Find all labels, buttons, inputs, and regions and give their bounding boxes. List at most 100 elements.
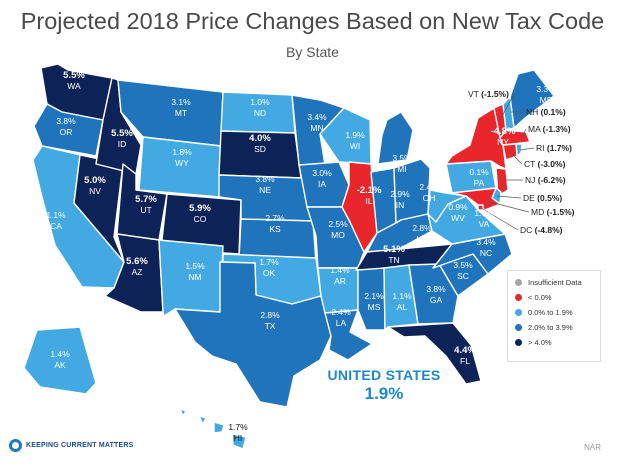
state-value-wi: 1.9% — [345, 130, 365, 140]
callout-md: MD (-1.5%) — [531, 207, 575, 217]
state-abbr-in: IN — [396, 200, 405, 210]
legend-swatch — [515, 309, 522, 316]
state-value-nv: 5.0% — [84, 175, 106, 186]
state-abbr-ca: CA — [50, 221, 62, 231]
callout-leader-md — [489, 201, 530, 213]
callout-nj: NJ (-6.2%) — [525, 175, 566, 185]
state-abbr-ut: UT — [140, 205, 151, 215]
state-value-ne: 3.8% — [255, 174, 275, 184]
legend-item-negative: < 0.0% — [515, 292, 552, 303]
state-abbr-ms: MS — [368, 302, 381, 312]
callout-value: (0.5%) — [537, 193, 562, 203]
state-abbr-sd: SD — [254, 144, 266, 154]
state-value-ms: 2.1% — [364, 291, 384, 301]
callout-abbr: DE — [523, 193, 537, 203]
state-value-ia: 3.0% — [312, 168, 332, 178]
state-value-fl: 4.4% — [454, 345, 476, 356]
legend-swatch — [515, 324, 522, 331]
state-ak — [23, 326, 97, 395]
state-abbr-ky: KY — [416, 234, 428, 244]
state-abbr-co: CO — [194, 214, 207, 224]
state-value-in: 2.9% — [390, 189, 410, 199]
state-abbr-ks: KS — [269, 224, 281, 234]
state-abbr-ar: AR — [334, 276, 346, 286]
state-abbr-pa: PA — [474, 178, 485, 188]
callout-value: (0.1%) — [541, 107, 566, 117]
legend-swatch — [515, 279, 522, 286]
state-value-ar: 1.4% — [330, 265, 350, 275]
legend-swatch — [515, 294, 522, 301]
callout-ri: RI (1.7%) — [536, 143, 572, 153]
legend-label: > 4.0% — [528, 338, 552, 347]
legend-swatch — [515, 339, 522, 346]
state-hi — [179, 408, 247, 450]
state-value-id: 5.5% — [111, 128, 133, 139]
callout-de: DE (0.5%) — [523, 193, 562, 203]
state-abbr-mt: MT — [175, 108, 187, 118]
state-abbr-hi: HI — [234, 433, 243, 443]
state-la — [324, 309, 373, 361]
state-value-sc: 3.5% — [453, 260, 473, 270]
state-value-mn: 3.4% — [307, 112, 327, 122]
state-tx — [174, 261, 332, 408]
page-title: Projected 2018 Price Changes Based on Ne… — [20, 8, 605, 34]
state-abbr-mo: MO — [331, 230, 345, 240]
state-value-il: -2.1% — [357, 185, 382, 196]
state-value-co: 5.9% — [189, 203, 211, 214]
state-fl — [387, 322, 482, 385]
state-value-va: 1.6% — [474, 208, 494, 218]
callout-leader-vt — [499, 93, 515, 121]
legend-label: 2.0% to 3.9% — [528, 323, 573, 332]
state-value-pa: 0.1% — [469, 167, 489, 177]
state-mi — [377, 111, 414, 165]
state-value-ky: 2.8% — [412, 223, 432, 233]
state-value-la: 2.4% — [331, 307, 351, 317]
state-value-tn: 5.1% — [383, 244, 405, 255]
state-abbr-nd: ND — [254, 108, 266, 118]
state-abbr-oh: OH — [423, 193, 436, 203]
callout-value: (-4.8%) — [535, 225, 563, 235]
state-value-wy: 1.8% — [172, 147, 192, 157]
state-value-tx: 2.8% — [260, 310, 280, 320]
state-abbr-ne: NE — [259, 185, 271, 195]
brand-logo-icon — [9, 439, 22, 452]
state-ny — [445, 107, 507, 170]
callout-abbr: VT — [468, 89, 481, 99]
state-abbr-wi: WI — [350, 141, 360, 151]
state-value-ok: 1.7% — [259, 257, 279, 267]
legend-item-high: > 4.0% — [515, 337, 552, 348]
callout-leader-de — [496, 195, 522, 199]
callout-value: (-1.5%) — [547, 207, 575, 217]
state-abbr-ia: IA — [318, 179, 326, 189]
callout-dc: DC (-4.8%) — [520, 225, 563, 235]
callout-value: (1.7%) — [547, 143, 572, 153]
legend: Insufficient Data < 0.0% 0.0% to 1.9% 2.… — [507, 270, 601, 362]
state-abbr-ny: NY — [497, 137, 509, 147]
callout-leader-dc — [480, 207, 519, 231]
callout-abbr: CT — [524, 159, 538, 169]
callout-abbr: RI — [536, 143, 547, 153]
state-abbr-sc: SC — [457, 271, 469, 281]
state-value-al: 1.1% — [392, 291, 412, 301]
state-md — [451, 187, 501, 211]
national-value: 1.9% — [364, 384, 404, 403]
state-abbr-ok: OK — [263, 268, 276, 278]
state-abbr-nv: NV — [89, 186, 101, 196]
state-value-or: 3.8% — [56, 116, 76, 126]
callout-nh: NH (0.1%) — [526, 107, 566, 117]
national-label: UNITED STATES — [327, 367, 441, 383]
state-value-wv: 0.9% — [448, 202, 468, 212]
state-abbr-id: ID — [118, 139, 127, 149]
state-abbr-mn: MN — [310, 123, 323, 133]
state-value-mo: 2.5% — [328, 219, 348, 229]
legend-label: < 0.0% — [528, 293, 552, 302]
state-abbr-mi: MI — [397, 164, 406, 174]
state-abbr-wv: WV — [451, 213, 465, 223]
legend-item-low: 0.0% to 1.9% — [515, 307, 573, 318]
state-value-nc: 3.4% — [476, 237, 496, 247]
state-value-sd: 4.0% — [249, 133, 271, 144]
state-value-ks: 2.7% — [265, 213, 285, 223]
callout-ma: MA (-1.3%) — [528, 124, 571, 134]
state-abbr-il: IL — [365, 196, 372, 206]
state-nh — [502, 96, 515, 131]
